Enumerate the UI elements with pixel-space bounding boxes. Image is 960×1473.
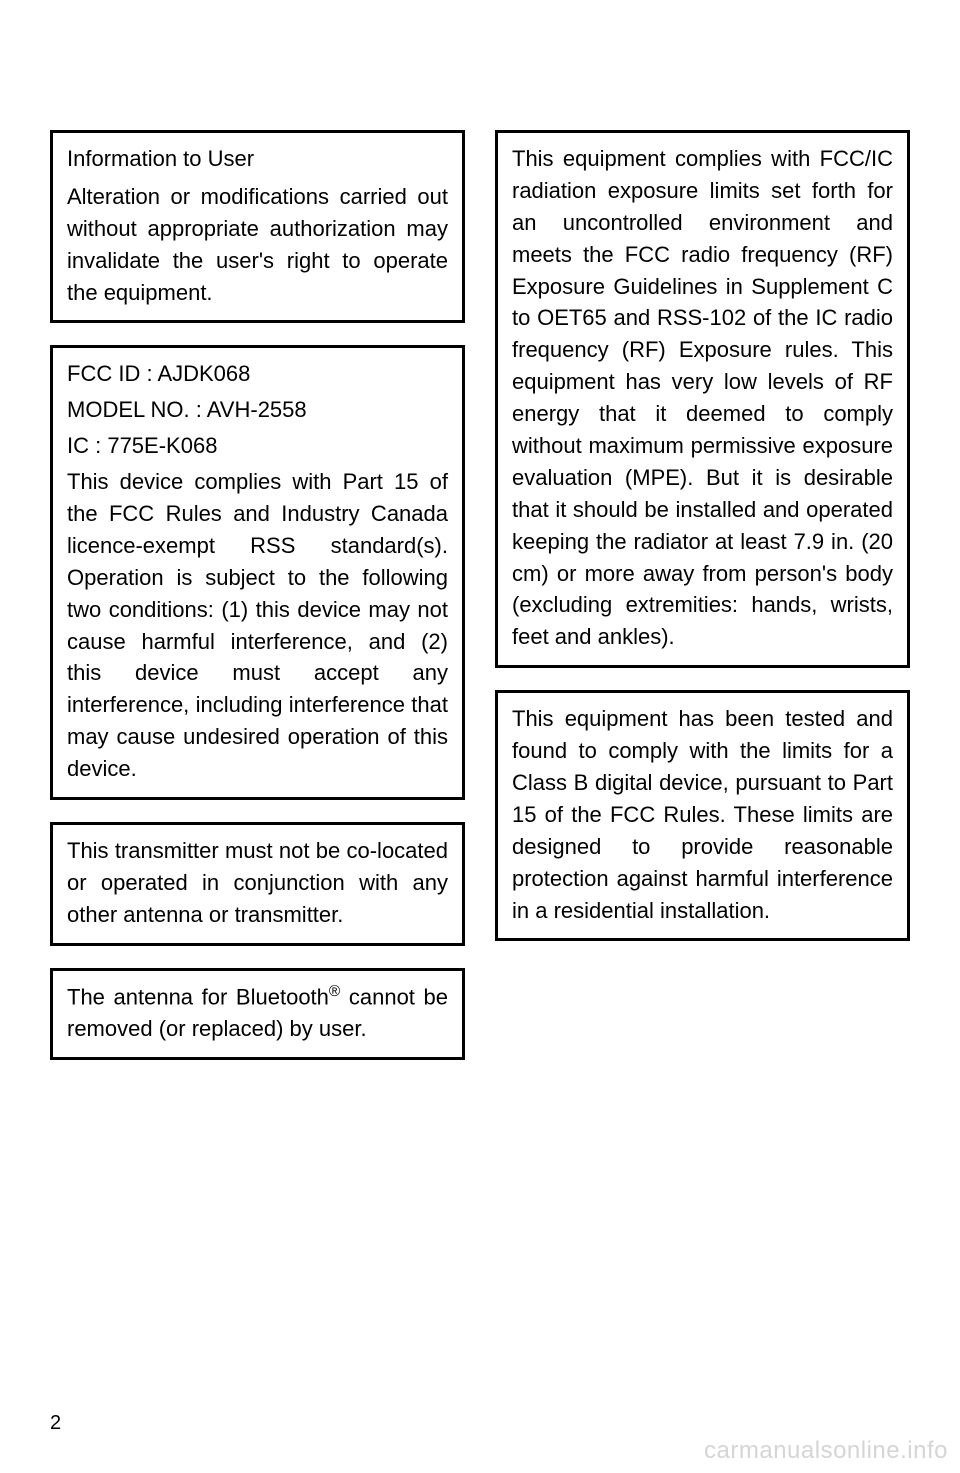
bluetooth-box: The antenna for Bluetooth® cannot be rem… [50, 968, 465, 1060]
fcc-id: FCC ID : AJDK068 [67, 358, 448, 390]
rf-exposure-body: This equipment complies with FCC/IC radi… [512, 143, 893, 653]
registered-symbol: ® [329, 983, 340, 1000]
bt-pre: The antenna for Bluetooth [67, 984, 329, 1009]
page-number: 2 [50, 1412, 61, 1435]
model-no: MODEL NO. : AVH-2558 [67, 394, 448, 426]
transmitter-box: This transmitter must not be co-located … [50, 822, 465, 946]
class-b-box: This equipment has been tested and found… [495, 690, 910, 941]
class-b-body: This equipment has been tested and found… [512, 703, 893, 926]
info-user-body: Alteration or modifications carried out … [67, 181, 448, 309]
page: Information to User Alteration or modifi… [0, 0, 960, 1473]
left-column: Information to User Alteration or modifi… [50, 130, 465, 1060]
ic-id: IC : 775E-K068 [67, 430, 448, 462]
watermark: carmanualsonline.info [704, 1437, 948, 1465]
columns: Information to User Alteration or modifi… [50, 130, 910, 1060]
fcc-box: FCC ID : AJDK068 MODEL NO. : AVH-2558 IC… [50, 345, 465, 800]
bluetooth-body: The antenna for Bluetooth® cannot be rem… [67, 981, 448, 1045]
right-column: This equipment complies with FCC/IC radi… [495, 130, 910, 1060]
rf-exposure-box: This equipment complies with FCC/IC radi… [495, 130, 910, 668]
fcc-body: This device complies with Part 15 of the… [67, 466, 448, 785]
info-user-title: Information to User [67, 143, 448, 175]
transmitter-body: This transmitter must not be co-located … [67, 835, 448, 931]
info-user-box: Information to User Alteration or modifi… [50, 130, 465, 323]
